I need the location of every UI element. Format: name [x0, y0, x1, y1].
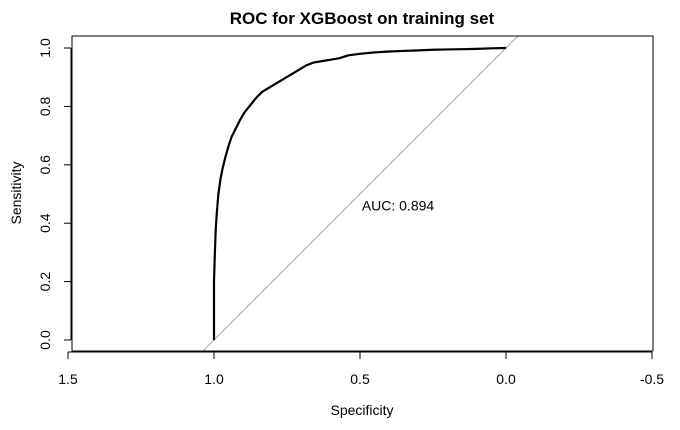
x-tick-label: -0.5: [640, 371, 664, 387]
plot-frame: [71, 35, 654, 352]
y-tick-label: 0.0: [37, 330, 53, 350]
x-tick-label: 1.5: [58, 371, 78, 387]
x-axis: 1.5 1.0 0.5 0.0 -0.5: [58, 351, 664, 387]
y-tick-label: 0.2: [37, 272, 53, 292]
y-axis-label: Sensitivity: [8, 161, 24, 224]
auc-annotation: AUC: 0.894: [362, 198, 435, 214]
y-axis: 0.0 0.2 0.4 0.6 0.8 1.0: [37, 38, 72, 350]
x-tick-label: 0.5: [350, 371, 370, 387]
chance-diagonal-line: [202, 36, 519, 351]
plot-area: [202, 36, 519, 351]
y-tick-label: 0.8: [37, 96, 53, 116]
chart-title: ROC for XGBoost on training set: [230, 9, 495, 28]
x-tick-label: 1.0: [204, 371, 224, 387]
y-tick-label: 1.0: [37, 38, 53, 58]
y-tick-label: 0.6: [37, 155, 53, 175]
y-tick-label: 0.4: [37, 213, 53, 233]
x-tick-label: 0.0: [496, 371, 516, 387]
x-axis-label: Specificity: [330, 402, 393, 418]
roc-curve: [212, 46, 507, 340]
